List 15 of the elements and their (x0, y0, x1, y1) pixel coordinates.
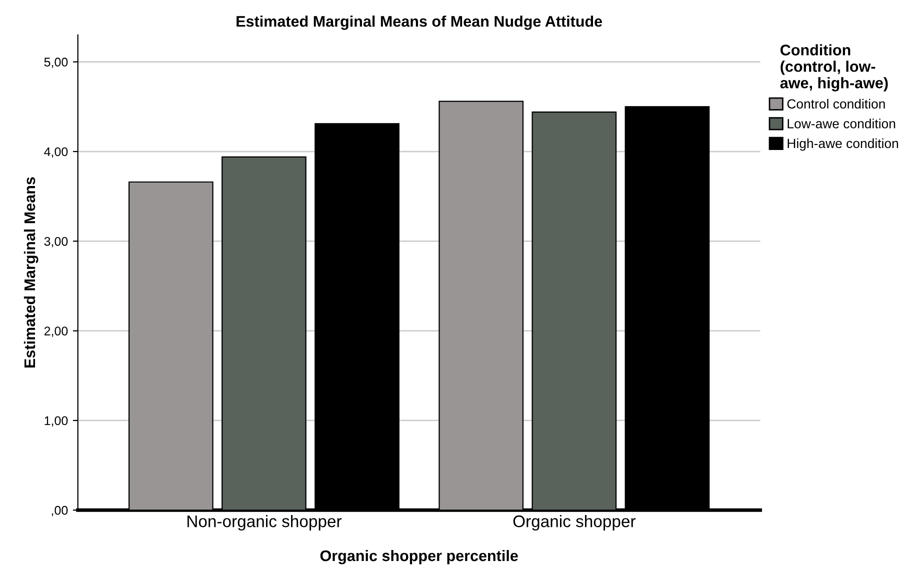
x-tick-label: Non-organic shopper (188, 514, 342, 531)
legend-label: Low-awe condition (788, 118, 896, 128)
legend-label: Control condition (787, 98, 885, 109)
y-tick-label: 4,00 (44, 147, 68, 158)
y-tick-label: 1,00 (44, 416, 68, 427)
y-axis-title: Estimated Marginal Means (24, 177, 38, 368)
legend-title: Condition (control, low- awe, high-awe) (780, 44, 888, 92)
y-tick-label: 2,00 (44, 326, 68, 337)
y-tick-label: 3,00 (44, 236, 68, 248)
x-axis-title: Organic shopper percentile (320, 550, 518, 564)
y-tick-label: 5,00 (44, 58, 68, 68)
legend-label: High-awe condition (788, 138, 898, 151)
x-tick-label: Organic shopper (513, 514, 636, 531)
y-tick-label: ,00 (52, 506, 68, 516)
chart-title: Estimated Marginal Means of Mean Nudge Attitude (236, 16, 602, 30)
